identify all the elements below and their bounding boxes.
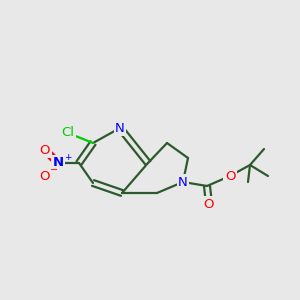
Text: O: O — [204, 197, 214, 211]
Text: −: − — [50, 165, 58, 175]
Text: N: N — [52, 157, 64, 169]
Text: O: O — [40, 143, 50, 157]
Text: O: O — [40, 169, 50, 182]
Text: O: O — [225, 169, 235, 182]
Text: N: N — [115, 122, 125, 134]
Text: Cl: Cl — [61, 127, 74, 140]
Text: +: + — [64, 153, 71, 162]
Text: N: N — [178, 176, 188, 188]
